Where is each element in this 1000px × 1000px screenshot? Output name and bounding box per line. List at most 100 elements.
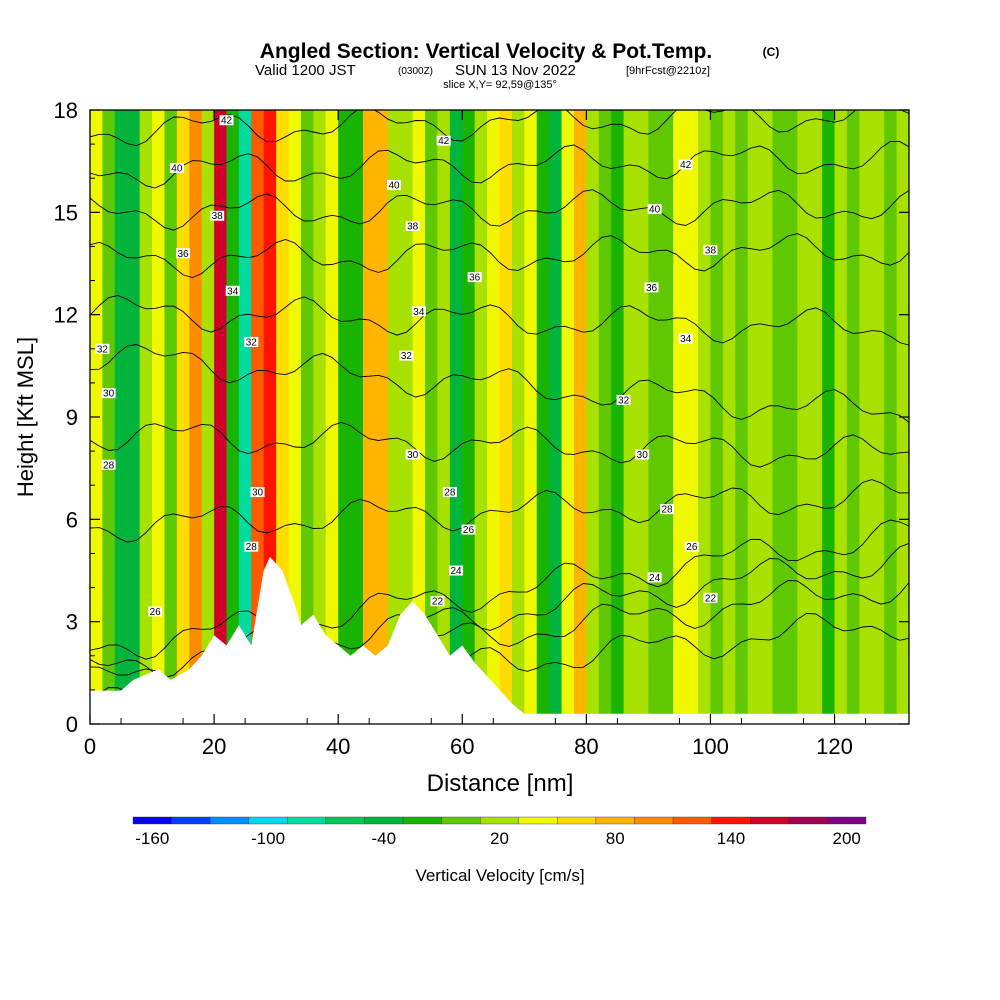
velocity-column bbox=[710, 110, 724, 724]
contour-label: 38 bbox=[705, 245, 717, 256]
contour-label-bg bbox=[703, 244, 718, 255]
contour-label-bg bbox=[176, 248, 191, 259]
colorbar-tick-label: -160 bbox=[135, 829, 169, 848]
velocity-column bbox=[251, 110, 265, 724]
velocity-column bbox=[176, 110, 190, 724]
contour-label: 32 bbox=[97, 344, 109, 355]
contour-label-bg bbox=[644, 282, 659, 293]
forecast-label: [9hrFcst@2210z] bbox=[626, 65, 710, 77]
velocity-column bbox=[449, 110, 463, 724]
contour-label-bg bbox=[210, 210, 225, 221]
velocity-column bbox=[648, 110, 662, 724]
colorbar-label: Vertical Velocity [cm/s] bbox=[415, 866, 584, 885]
plot-area: 42 40 38 36 34 32 32 30 28 30 28 26 42 40 38 36 34 32 30 28… bbox=[90, 110, 909, 724]
contour-label-bg bbox=[95, 343, 110, 354]
velocity-column bbox=[524, 110, 538, 724]
contour-label-bg bbox=[678, 333, 693, 344]
velocity-column bbox=[561, 110, 575, 724]
colorbar-swatch bbox=[827, 816, 867, 825]
x-axis: 0 20 40 60 80 100 120 bbox=[84, 110, 867, 759]
contour-label: 26 bbox=[686, 542, 698, 553]
velocity-column bbox=[350, 110, 364, 724]
contour-label-bg bbox=[101, 388, 116, 399]
colorbar-swatch bbox=[402, 816, 442, 825]
velocity-column bbox=[797, 110, 811, 724]
velocity-column bbox=[499, 110, 513, 724]
colorbar-swatch bbox=[518, 816, 558, 825]
velocity-column bbox=[152, 110, 166, 724]
velocity-column bbox=[735, 110, 749, 724]
contour-label-bg bbox=[405, 220, 420, 231]
velocity-column bbox=[722, 110, 736, 724]
velocity-column bbox=[859, 110, 873, 724]
contour-label: 36 bbox=[469, 273, 481, 284]
y-tick-label: 9 bbox=[66, 405, 78, 430]
velocity-column bbox=[673, 110, 687, 724]
x-axis-label: Distance [nm] bbox=[427, 770, 574, 797]
velocity-column bbox=[437, 110, 451, 724]
contour-label: 22 bbox=[432, 597, 444, 608]
utc-time-label: (0300Z) bbox=[398, 66, 433, 77]
velocity-column bbox=[375, 110, 389, 724]
contour-label-bg bbox=[405, 449, 420, 460]
contour-label: 30 bbox=[103, 389, 115, 400]
velocity-column bbox=[139, 110, 153, 724]
terrain-mask bbox=[90, 556, 909, 724]
contour-label: 28 bbox=[246, 542, 258, 553]
contour-label-bg bbox=[461, 524, 476, 535]
contour-label: 34 bbox=[413, 307, 425, 318]
theta-contour-line bbox=[90, 140, 909, 189]
colorbar-tick-label: 80 bbox=[606, 829, 625, 848]
velocity-column bbox=[573, 110, 587, 724]
colorbar-swatch bbox=[480, 816, 519, 825]
velocity-column bbox=[288, 110, 302, 724]
contour-label-bg bbox=[436, 135, 451, 146]
contour-label-bg bbox=[647, 203, 662, 214]
contour-label-bg bbox=[148, 606, 163, 617]
velocity-column bbox=[127, 110, 141, 724]
contour-label-bg bbox=[250, 487, 265, 498]
colorbar-swatch bbox=[287, 816, 327, 825]
theta-contour-line bbox=[90, 295, 909, 346]
velocity-column bbox=[400, 110, 414, 724]
velocity-column bbox=[772, 110, 786, 724]
contour-label-bg bbox=[678, 159, 693, 170]
colorbar-swatch bbox=[672, 816, 712, 825]
velocity-column bbox=[189, 110, 203, 724]
y-tick-label: 3 bbox=[66, 610, 78, 635]
contour-label-bg bbox=[219, 115, 234, 126]
velocity-column bbox=[487, 110, 501, 724]
colorbar-tick-label: -100 bbox=[251, 829, 285, 848]
contour-label: 28 bbox=[103, 460, 115, 471]
colorbar-swatch bbox=[209, 816, 249, 825]
x-tick-label: 20 bbox=[202, 734, 226, 759]
velocity-column bbox=[164, 110, 178, 724]
colorbar-swatch bbox=[364, 816, 404, 825]
velocity-column bbox=[784, 110, 798, 724]
contour-label-bg bbox=[660, 504, 675, 515]
contour-label: 26 bbox=[463, 525, 475, 536]
velocity-column bbox=[462, 110, 476, 724]
contour-label: 30 bbox=[252, 488, 264, 499]
contour-label-bg bbox=[430, 596, 445, 607]
contour-label: 40 bbox=[388, 181, 400, 192]
contour-label-bg bbox=[467, 272, 482, 283]
contour-label: 36 bbox=[646, 283, 658, 294]
contour-label-bg bbox=[387, 180, 402, 191]
velocity-column bbox=[660, 110, 674, 724]
velocity-column bbox=[238, 110, 252, 724]
velocity-column bbox=[387, 110, 401, 724]
contour-label-bg bbox=[399, 350, 414, 361]
y-tick-label: 18 bbox=[54, 98, 78, 123]
colorbar bbox=[132, 816, 867, 825]
colorbar-swatch bbox=[595, 816, 635, 825]
velocity-column bbox=[102, 110, 116, 724]
chart-title-unit: (C) bbox=[763, 45, 780, 59]
velocity-column bbox=[549, 110, 563, 724]
colorbar-swatch bbox=[750, 816, 790, 825]
contour-label: 26 bbox=[150, 607, 162, 618]
x-tick-label: 40 bbox=[326, 734, 350, 759]
velocity-column bbox=[338, 110, 352, 724]
